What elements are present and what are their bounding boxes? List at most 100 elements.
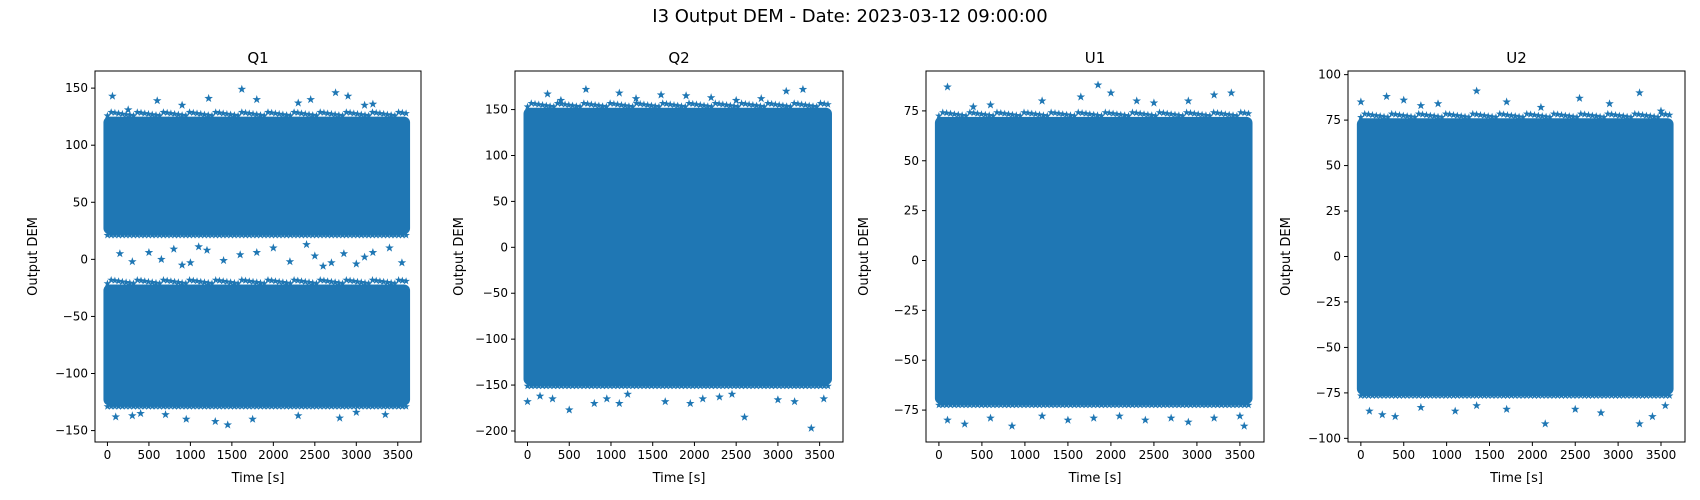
band-edge-point xyxy=(271,277,280,285)
band-edge-point xyxy=(1074,401,1082,409)
band-edge-point xyxy=(1503,111,1512,119)
band-edge-point xyxy=(103,402,112,410)
band-edge-point xyxy=(756,382,765,390)
band-edge-point xyxy=(126,231,134,239)
band-edge-point xyxy=(129,402,138,410)
band-edge-point xyxy=(1202,401,1210,409)
band-edge-point xyxy=(1194,401,1202,409)
band-edge-point xyxy=(174,402,183,410)
band-edge-point xyxy=(1364,110,1373,118)
band-edge-point xyxy=(197,109,205,118)
data-point xyxy=(1209,413,1219,422)
band-edge-point xyxy=(1240,109,1249,117)
data-point xyxy=(144,248,154,257)
axes-frame xyxy=(925,70,1265,443)
band-edge-point xyxy=(1484,112,1492,120)
band-edge-point xyxy=(219,402,227,410)
band-edge-point xyxy=(658,99,667,107)
band-edge-point xyxy=(749,101,757,109)
band-edge-point xyxy=(531,382,539,390)
data-point xyxy=(302,240,311,249)
data-point xyxy=(807,423,816,432)
band-edge-point xyxy=(167,402,175,410)
band-edge-point xyxy=(950,401,959,409)
band-edge-point xyxy=(1573,113,1581,121)
band-edge-point xyxy=(1434,112,1442,120)
band-edge-point xyxy=(152,111,160,119)
band-edge-point xyxy=(253,110,261,118)
band-edge-point xyxy=(1449,111,1458,119)
data-point xyxy=(1635,419,1644,428)
band-edge-point xyxy=(1430,391,1438,399)
band-edge-point xyxy=(379,277,388,285)
band-edge-point xyxy=(745,100,753,108)
band-edge-point xyxy=(689,99,697,108)
band-edge-point xyxy=(350,231,358,239)
band-edge-point xyxy=(610,99,618,108)
band-edge-point xyxy=(1182,401,1191,409)
band-edge-point xyxy=(185,402,194,410)
data-point xyxy=(1235,411,1245,420)
data-point xyxy=(202,245,212,254)
band-edge-point xyxy=(238,402,246,410)
data-point xyxy=(1149,98,1159,107)
data-point xyxy=(128,257,137,266)
band-edge-point xyxy=(1209,108,1218,116)
band-edge-point xyxy=(632,99,641,107)
band-edge-point xyxy=(535,100,543,108)
band-edge-point xyxy=(1008,110,1017,118)
band-edge-point xyxy=(617,101,626,109)
band-edge-point xyxy=(223,231,231,239)
band-edge-point xyxy=(308,402,317,410)
x-tick-label: 1000 xyxy=(1010,448,1041,462)
y-tick-label: 50 xyxy=(493,194,508,208)
band-edge-point xyxy=(350,277,358,285)
band-edge-point xyxy=(1024,401,1032,409)
band-edge-point xyxy=(208,231,216,239)
band-edge-point xyxy=(602,102,611,110)
band-edge-point xyxy=(985,401,993,409)
band-edge-point xyxy=(1588,111,1597,119)
band-edge-point xyxy=(159,231,168,239)
band-edge-point xyxy=(1515,112,1523,120)
data-point xyxy=(186,258,195,267)
x-tick-label: 2500 xyxy=(721,448,752,462)
band-edge-point xyxy=(372,231,380,239)
band-edge-point xyxy=(249,109,257,118)
band-edge-point xyxy=(376,109,384,117)
data-layer xyxy=(1356,86,1674,428)
band-edge-point xyxy=(1093,111,1102,119)
band-edge-point xyxy=(275,231,283,239)
band-edge-point xyxy=(621,382,629,390)
band-edge-point xyxy=(174,278,183,286)
x-tick-label: 2500 xyxy=(1139,448,1170,462)
data-point xyxy=(1227,88,1236,97)
x-axis-label: Time [s] xyxy=(1489,471,1543,486)
band-edge-point xyxy=(286,231,295,239)
band-edge-point xyxy=(1550,109,1558,118)
x-tick-label: 0 xyxy=(935,448,943,462)
band-edge-point xyxy=(1573,391,1581,399)
band-edge-point xyxy=(568,101,577,109)
band-edge-point xyxy=(628,382,637,390)
band-edge-point xyxy=(1105,109,1113,117)
band-edge-point xyxy=(1043,111,1052,120)
band-edge-point xyxy=(1376,112,1384,120)
band-edge-point xyxy=(114,277,123,285)
data-point xyxy=(1416,402,1426,412)
data-point xyxy=(1093,80,1103,89)
band-edge-point xyxy=(613,382,622,390)
y-tick-label: −25 xyxy=(1316,295,1341,309)
band-edge-point xyxy=(264,276,272,284)
band-edge-point xyxy=(159,402,168,410)
y-tick-label: 50 xyxy=(73,195,88,209)
y-tick-label: 50 xyxy=(904,154,919,168)
band-edge-point xyxy=(794,99,802,108)
band-edge-point xyxy=(402,109,410,117)
band-edge-point xyxy=(1148,401,1156,409)
band-edge-point xyxy=(651,102,659,110)
band-edge-point xyxy=(152,402,160,410)
band-edge-point xyxy=(144,231,153,239)
band-edge-point xyxy=(771,100,780,108)
band-edge-point xyxy=(111,402,119,410)
